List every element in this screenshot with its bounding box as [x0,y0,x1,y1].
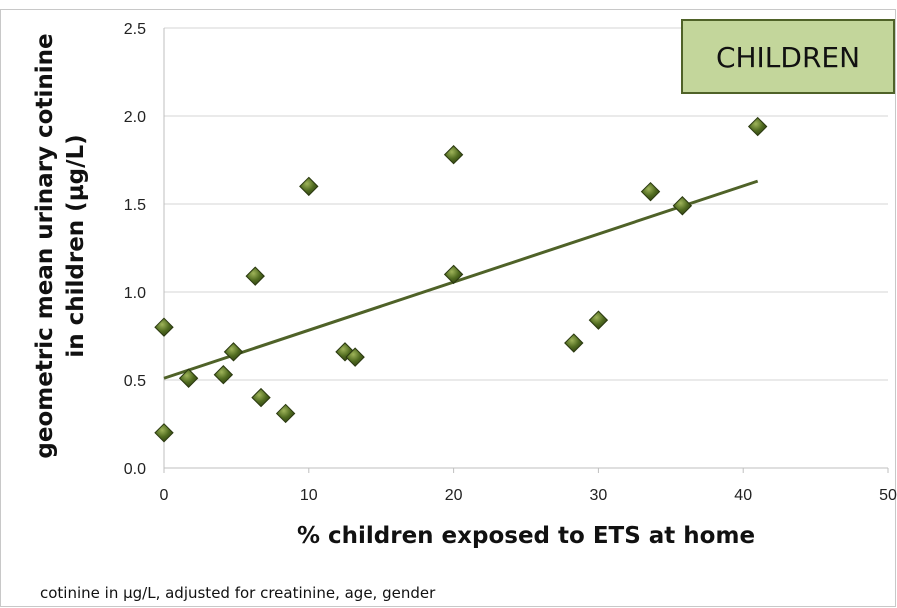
x-tick-label: 10 [300,487,318,504]
data-point [443,145,464,165]
y-tick-label: 2.0 [124,109,146,126]
x-tick-label: 20 [445,487,463,504]
data-point [245,266,265,286]
data-point [747,116,768,137]
data-point [564,333,584,353]
trendline-group [163,179,759,380]
data-point [154,423,174,443]
data-point [154,317,174,337]
y-tick-label: 1.0 [124,285,146,302]
data-point [443,264,464,285]
axes [163,28,889,473]
data-point [640,181,661,202]
data-point [178,368,199,388]
y-tick-label: 2.5 [124,21,146,38]
tick-labels: 0.0 0.5 1.0 1.5 2.0 2.5 0 10 20 30 40 50 [124,21,897,504]
data-point [275,403,296,424]
data-points [154,116,768,443]
x-tick-label: 30 [590,487,608,504]
x-tick-label: 0 [160,487,169,504]
data-point [299,176,319,197]
y-axis-title-line-2: in children (µg/L) [63,134,89,357]
data-point [345,347,365,367]
data-point [588,310,609,330]
x-tick-label: 40 [734,487,752,504]
plot-frame [0,9,896,607]
y-tick-label: 0.5 [124,373,146,390]
footnote: cotinine in µg/L, adjusted for creatinin… [40,584,436,602]
y-axis-title-line-1: geometric mean urinary cotinine [32,33,58,458]
data-point [672,196,693,216]
y-tick-label: 1.5 [124,197,146,214]
data-point [223,342,244,362]
y-tick-label: 0.0 [124,461,146,478]
data-point [213,365,234,385]
group-label-background [681,19,895,94]
group-label-box: CHILDREN [681,19,895,94]
x-axis-title: % children exposed to ETS at home [297,523,755,549]
data-point [251,387,271,408]
x-tick-label: 50 [879,487,897,504]
trendline [163,179,759,380]
group-label-text: CHILDREN [716,41,860,74]
